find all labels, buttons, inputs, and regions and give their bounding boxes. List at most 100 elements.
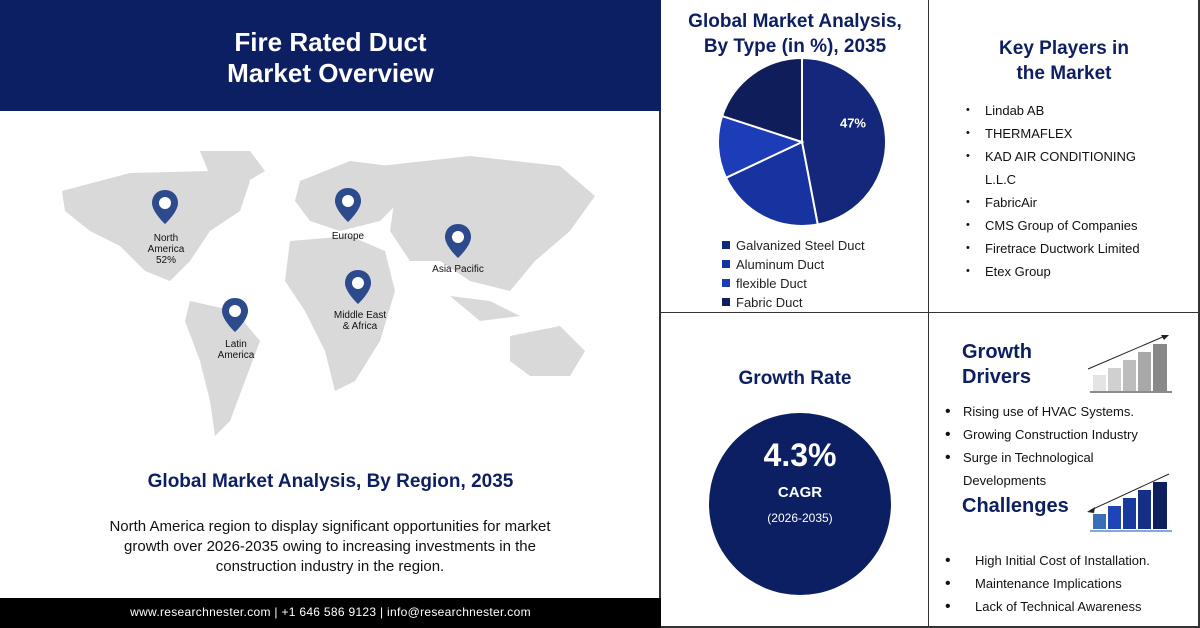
growth-bars-icon (1087, 335, 1172, 393)
legend-item: Galvanized Steel Duct (722, 236, 865, 255)
legend-label: flexible Duct (736, 276, 807, 291)
list-item: L.L.C (966, 168, 1140, 191)
pin-north-america[interactable] (150, 189, 180, 230)
border (1198, 0, 1200, 628)
bullet-icon: • (945, 552, 951, 569)
world-map (62, 151, 595, 436)
legend-swatch (722, 279, 730, 287)
pin-europe[interactable] (333, 187, 363, 228)
bullet-icon: • (966, 127, 970, 139)
list-item-text: Surge in Technological (963, 450, 1094, 465)
growth-rate-title: Growth Rate (738, 368, 852, 389)
list-item-text: L.L.C (985, 172, 1017, 187)
region-panel: North America 52% Europe Asia Pacific Midd… (0, 111, 661, 598)
list-item: • Rising use of HVAC Systems. (945, 400, 1138, 423)
cagr-value: 4.3% (763, 437, 837, 473)
pie-slice-0 (801, 57, 887, 226)
list-item-text: Firetrace Ductwork Limited (985, 241, 1140, 256)
legend-swatch (722, 298, 730, 306)
list-item: • CMS Group of Companies (966, 214, 1140, 237)
list-item-text: CMS Group of Companies (985, 218, 1138, 233)
challenges-title: Challenges (962, 495, 1069, 517)
list-item: • Lindab AB (966, 99, 1140, 122)
legend-swatch (722, 260, 730, 268)
list-item: • Surge in Technological (945, 446, 1138, 469)
bullet-icon: • (966, 104, 970, 116)
legend-item: Aluminum Duct (722, 255, 865, 274)
cagr-circle: 4.3% CAGR (2026-2035) (709, 413, 891, 595)
list-item-text: THERMAFLEX (985, 126, 1073, 141)
list-item: • KAD AIR CONDITIONING (966, 145, 1140, 168)
list-item-text: Growing Construction Industry (963, 427, 1138, 442)
pie-slice-3 (720, 57, 803, 144)
pin-label-middle-east-africa: Middle East & Africa (333, 310, 387, 332)
legend-item: flexible Duct (722, 274, 865, 293)
map-pin-icon (335, 188, 361, 222)
bullet-icon: • (945, 449, 951, 466)
bullet-icon: • (945, 426, 951, 443)
list-item: • Firetrace Ductwork Limited (966, 237, 1140, 260)
list-item-text: High Initial Cost of Installation. (975, 553, 1150, 568)
list-item: Developments (945, 469, 1138, 492)
bullet-icon: • (945, 598, 951, 615)
pin-asia-pacific[interactable] (443, 223, 473, 264)
list-item: • Maintenance Implications (945, 572, 1150, 595)
cagr-period: (2026-2035) (767, 511, 833, 525)
border (661, 626, 1200, 628)
pie-data-label: 47% (840, 116, 866, 131)
list-item: • Etex Group (966, 260, 1140, 283)
bullet-icon: • (945, 403, 951, 420)
pie-legend: Galvanized Steel Duct Aluminum Duct flexib… (722, 236, 865, 312)
list-item-text: KAD AIR CONDITIONING (985, 149, 1136, 164)
drivers-title: Growth Drivers (962, 341, 1032, 388)
list-item: • THERMAFLEX (966, 122, 1140, 145)
pie-chart: 47% (717, 57, 887, 227)
bullet-icon: • (966, 265, 970, 277)
challenges-list: • High Initial Cost of Installation. • Main… (945, 549, 1150, 618)
legend-swatch (722, 241, 730, 249)
pin-label-asia-pacific: Asia Pacific (432, 264, 484, 275)
region-description: North America region to display signific… (109, 518, 551, 575)
legend-item: Fabric Duct (722, 293, 865, 312)
list-item-text: Lack of Technical Awareness (975, 599, 1142, 614)
list-item: • FabricAir (966, 191, 1140, 214)
footer-contact: www.researchnester.com | +1 646 586 9123… (0, 598, 661, 628)
header-banner: Fire Rated Duct Market Overview (0, 0, 661, 111)
legend-label: Galvanized Steel Duct (736, 238, 865, 253)
key-players-title: Key Players in the Market (999, 38, 1129, 84)
bullet-icon: • (966, 219, 970, 231)
map-pin-icon (152, 190, 178, 224)
list-item: • High Initial Cost of Installation. (945, 549, 1150, 572)
pie-slice-1 (724, 140, 819, 227)
land-masses (62, 151, 595, 436)
pin-label-north-america: North America 52% (147, 233, 185, 266)
bullet-icon: • (966, 242, 970, 254)
pin-label-latin-america: Latin America (217, 339, 255, 361)
bullet-icon: • (945, 575, 951, 592)
list-item: • Growing Construction Industry (945, 423, 1138, 446)
cagr-label: CAGR (777, 484, 823, 501)
list-item-text: FabricAir (985, 195, 1038, 210)
legend-label: Fabric Duct (736, 295, 803, 310)
pin-label-europe: Europe (331, 231, 365, 242)
bullet-icon: • (966, 196, 970, 208)
map-pin-icon (345, 270, 371, 304)
pin-latin-america[interactable] (220, 297, 250, 338)
pie-slice-2 (717, 114, 805, 180)
list-item-text: Etex Group (985, 264, 1051, 279)
divider (928, 0, 929, 628)
list-item-text: Rising use of HVAC Systems. (963, 404, 1134, 419)
pin-middle-east-africa[interactable] (343, 269, 373, 310)
map-pin-icon (445, 224, 471, 258)
pie-title: Global Market Analysis, By Type (in %), 2… (688, 11, 902, 57)
header-title-line2: Market Overview (227, 58, 434, 88)
list-item-text: Maintenance Implications (975, 576, 1122, 591)
map-pin-icon (222, 298, 248, 332)
list-item-text: Lindab AB (985, 103, 1045, 118)
bullet-icon: • (966, 150, 970, 162)
legend-label: Aluminum Duct (736, 257, 825, 272)
list-item: • Lack of Technical Awareness (945, 595, 1150, 618)
divider (661, 312, 1200, 313)
header-title-line1: Fire Rated Duct (234, 27, 427, 57)
region-title: Global Market Analysis, By Region, 2035 (147, 471, 514, 492)
